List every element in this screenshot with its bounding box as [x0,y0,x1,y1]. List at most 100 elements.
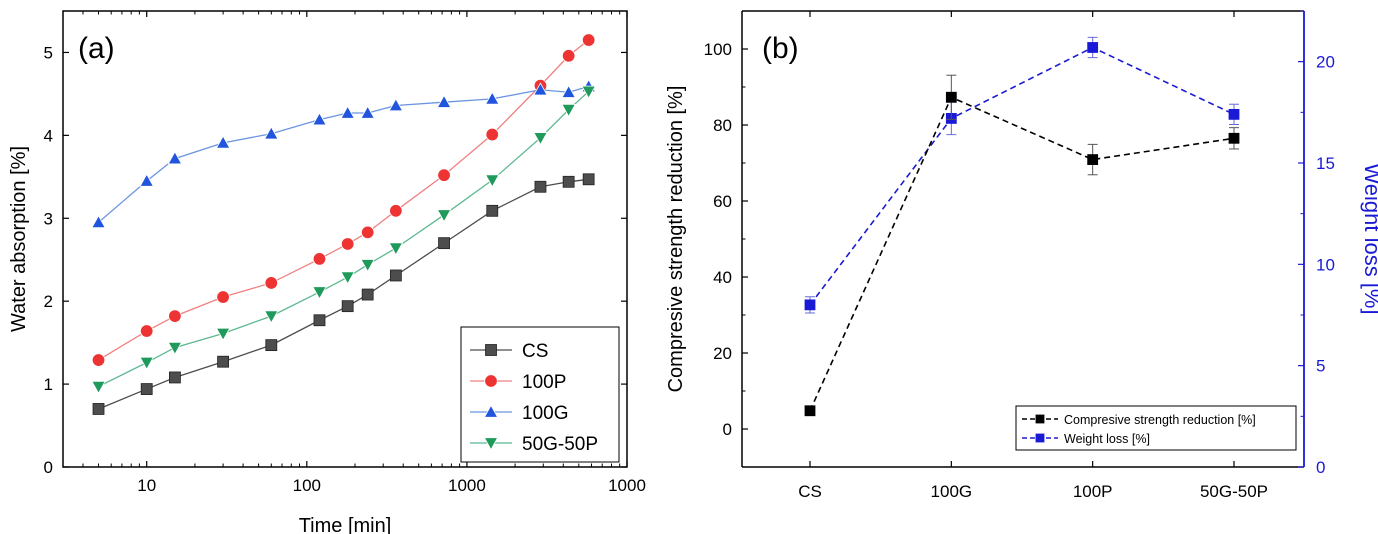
panel-label: (a) [78,32,115,65]
y-tick-label: 3 [44,209,53,228]
data-point [215,327,231,341]
data-point [1228,108,1240,120]
y2-tick-label: 5 [1316,357,1325,376]
data-point [215,135,231,149]
y-tick-label: 2 [44,292,53,311]
legend-marker [1035,414,1045,424]
series-line-weight [809,46,1235,306]
data-point [436,94,452,108]
panel-b: 0 20 40 60 80 100 0 5 10 15 20 CS 100G 100P 50G-50P Com… [665,10,1378,501]
data-point [313,314,326,327]
data-point [484,174,500,188]
data-point [168,309,182,323]
y-tick-label: 100 [704,40,732,59]
data-point [360,225,375,240]
x-tick-label: 10 [137,476,156,495]
data-point [388,98,404,112]
y-tick-label: 0 [44,458,53,477]
data-point [804,405,816,417]
legend: Compresive strength reduction [%] Weight … [1015,405,1297,451]
data-point [534,180,547,193]
legend-marker [483,404,499,418]
x-tick-label: 100 [293,476,321,495]
data-point [312,286,327,300]
data-point [437,168,451,182]
data-point [1087,154,1099,165]
legend-label: Weight loss [%] [1064,432,1150,446]
data-point [360,259,375,273]
data-point [945,91,957,103]
data-point [340,105,355,119]
data-point [485,127,499,142]
legend-label: 100P [522,372,566,393]
y-tick-label: 4 [44,126,53,145]
y-axis-label: Water absorption [%] [8,146,30,332]
data-point [312,112,327,126]
data-point [341,300,354,313]
y-tick-label: 1 [44,375,53,394]
x-tick-label: 1000 [448,476,486,495]
data-point [561,103,576,118]
x-tick-label: 100P [1073,482,1113,501]
data-point [139,173,154,187]
data-point [92,403,105,415]
panel-a: 0 1 2 3 4 5 10 100 1000 1000 Water absorption [%] T… [8,10,646,534]
data-point [486,204,499,217]
y-tick-label: 60 [713,192,732,211]
x-tick-label: 1000 [608,476,646,495]
panel-label: (b) [762,32,799,65]
y2-tick-label: 0 [1316,458,1325,477]
legend-label: CS [522,341,548,362]
data-point [484,91,500,105]
data-point [264,276,278,290]
data-point [264,310,279,324]
data-point [581,33,596,47]
data-point [361,288,374,301]
data-point [140,324,154,338]
y-tick-label: 80 [713,116,732,135]
data-point [533,132,548,146]
data-point [561,49,576,63]
data-point [436,209,452,223]
y-tick-label: 0 [723,420,732,439]
legend-marker [1035,433,1045,443]
data-point [264,126,279,140]
legend-frame [1015,405,1297,451]
data-point [169,371,181,384]
data-point [561,84,576,98]
x-tick-label: 50G-50P [1200,482,1268,501]
y-tick-label: 40 [713,268,732,287]
legend-label: 100G [522,403,568,424]
data-point [582,173,595,186]
data-point [167,151,183,165]
x-tick-label: 100G [931,482,973,501]
data-point [340,237,355,251]
y2-tick-label: 10 [1316,255,1335,274]
data-point [581,85,596,99]
data-point [140,383,153,395]
data-point [804,299,816,311]
y2-axis-label: Weight loss [%] [1360,163,1378,314]
y-tick-label: 5 [44,43,53,62]
x-axis-label: Time [min] [299,515,392,534]
series-line-strength [809,96,1235,412]
legend-label: Compresive strength reduction [%] [1064,413,1256,427]
data-point [139,356,154,370]
x-tick-label: CS [798,482,822,501]
data-point [360,105,375,119]
data-point [91,380,106,395]
legend-marker [485,344,497,356]
data-point [265,339,278,352]
data-point [533,82,548,96]
data-point [1087,42,1099,53]
data-point [438,237,450,250]
y-axis-label: Compresive strength reduction [%] [665,86,687,393]
data-point [1228,132,1240,144]
data-point [562,175,575,188]
legend-label: 50G-50P [522,434,598,455]
series-line-CS [98,178,589,410]
legend-marker [484,374,498,388]
data-point [340,271,355,285]
data-point [389,204,403,218]
